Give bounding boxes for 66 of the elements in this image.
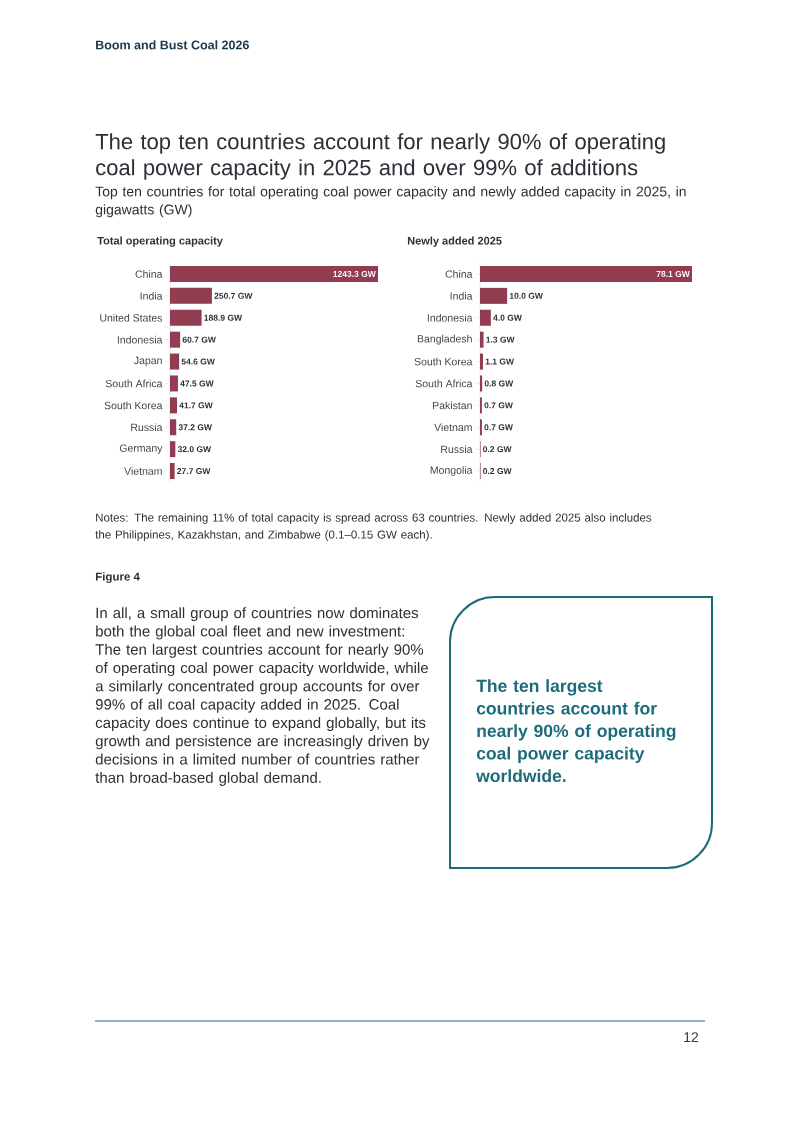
y-tick-label: Mongolia (430, 466, 473, 476)
chart-title: Total operating capacity (97, 236, 223, 247)
bar (170, 441, 176, 458)
y-tick-label: South Africa (415, 379, 473, 388)
y-tick-label: Indonesia (427, 313, 473, 322)
y-tick-label: South Korea (414, 357, 473, 366)
data-label: 188.9 GW (204, 314, 243, 321)
data-label: 32.0 GW (177, 446, 212, 453)
data-label: 4.0 GW (493, 314, 522, 321)
bar (170, 397, 177, 414)
bar (170, 353, 180, 370)
y-tick-label: China (445, 270, 473, 278)
data-label: 10.0 GW (509, 292, 543, 299)
data-label: 37.2 GW (178, 424, 212, 431)
text: The top ten countries account for nearly 90% of operating coal power capacity in 2025 and over 99% of additions (95, 133, 665, 180)
bar (170, 463, 175, 480)
data-label: 0.2 GW (483, 446, 512, 453)
data-label: 54.6 GW (181, 358, 215, 365)
text: The ten largest countries account for nearly 90% of operating coal power capacity worldwide. (476, 679, 676, 783)
bar (170, 287, 212, 304)
text: Boom and Bust Coal 2026 (96, 40, 249, 50)
bar (170, 375, 178, 392)
y-tick-label: South Korea (104, 401, 163, 410)
data-label: 250.7 GW (214, 292, 253, 299)
y-tick-label: South Africa (105, 379, 163, 388)
y-tick-label: United States (100, 313, 163, 322)
text: Notes: The remaining 11% of total capacity is spread across 63 countries. Newly added 2025 also includes the Philippines, Kazakhstan, and Zimbabwe (0.1–0.15 GW each). (95, 513, 652, 541)
data-label: 47.5 GW (180, 380, 214, 387)
y-tick-label: India (450, 292, 473, 300)
text: 12 (684, 1032, 699, 1042)
data-label: 1.3 GW (486, 336, 515, 343)
text: In all, a small group of countries now dominates both the global coal fleet and new investment: The ten largest countries account for nearly 90% of operating coal power capacity worldwide, while a similarly concentrated group accounts for over 99% of all coal capacity added in 2025. Coal capacity does continue to expand globally, but its growth and persistence are increasingly driven by decisions in a limited number of countries rather than broad-based global demand. (95, 607, 430, 786)
bar (480, 309, 491, 326)
data-label: 1243.3 GW (333, 270, 376, 277)
bar (480, 331, 484, 348)
data-label: 78.1 GW (656, 270, 690, 277)
y-tick-label: Japan (134, 356, 162, 367)
y-tick-label: Russia (131, 423, 163, 432)
y-tick-label: Vietnam (434, 423, 472, 432)
data-label: 0.7 GW (484, 402, 513, 409)
y-tick-label: Indonesia (117, 335, 163, 344)
y-tick-label: Russia (441, 445, 473, 454)
y-tick-label: India (140, 292, 163, 300)
caption: Figure 4 (95, 572, 140, 583)
y-tick-label: Bangladesh (417, 334, 472, 345)
bar (170, 265, 378, 282)
bar (170, 419, 177, 436)
data-label: 0.8 GW (484, 380, 514, 387)
data-label: 1.1 GW (485, 358, 514, 365)
y-tick-label: Vietnam (124, 467, 162, 475)
bar (480, 353, 483, 370)
bar (480, 375, 483, 392)
data-label: 27.7 GW (177, 468, 211, 475)
bar (480, 287, 508, 304)
text: Top ten countries for total operating coal power capacity and newly added capacity in 2025, in gigawatts (GW) (95, 186, 686, 218)
y-tick-label: Germany (119, 444, 163, 454)
data-label: 60.7 GW (182, 336, 216, 343)
data-label: 41.7 GW (179, 402, 213, 409)
data-label: 0.2 GW (483, 468, 512, 475)
chart-title: Newly added 2025 (407, 236, 502, 247)
bar (170, 309, 202, 326)
bar (170, 331, 181, 348)
bar (480, 265, 692, 282)
y-tick-label: Pakistan (433, 401, 472, 410)
y-tick-label: China (135, 270, 163, 278)
data-label: 0.7 GW (484, 424, 513, 431)
